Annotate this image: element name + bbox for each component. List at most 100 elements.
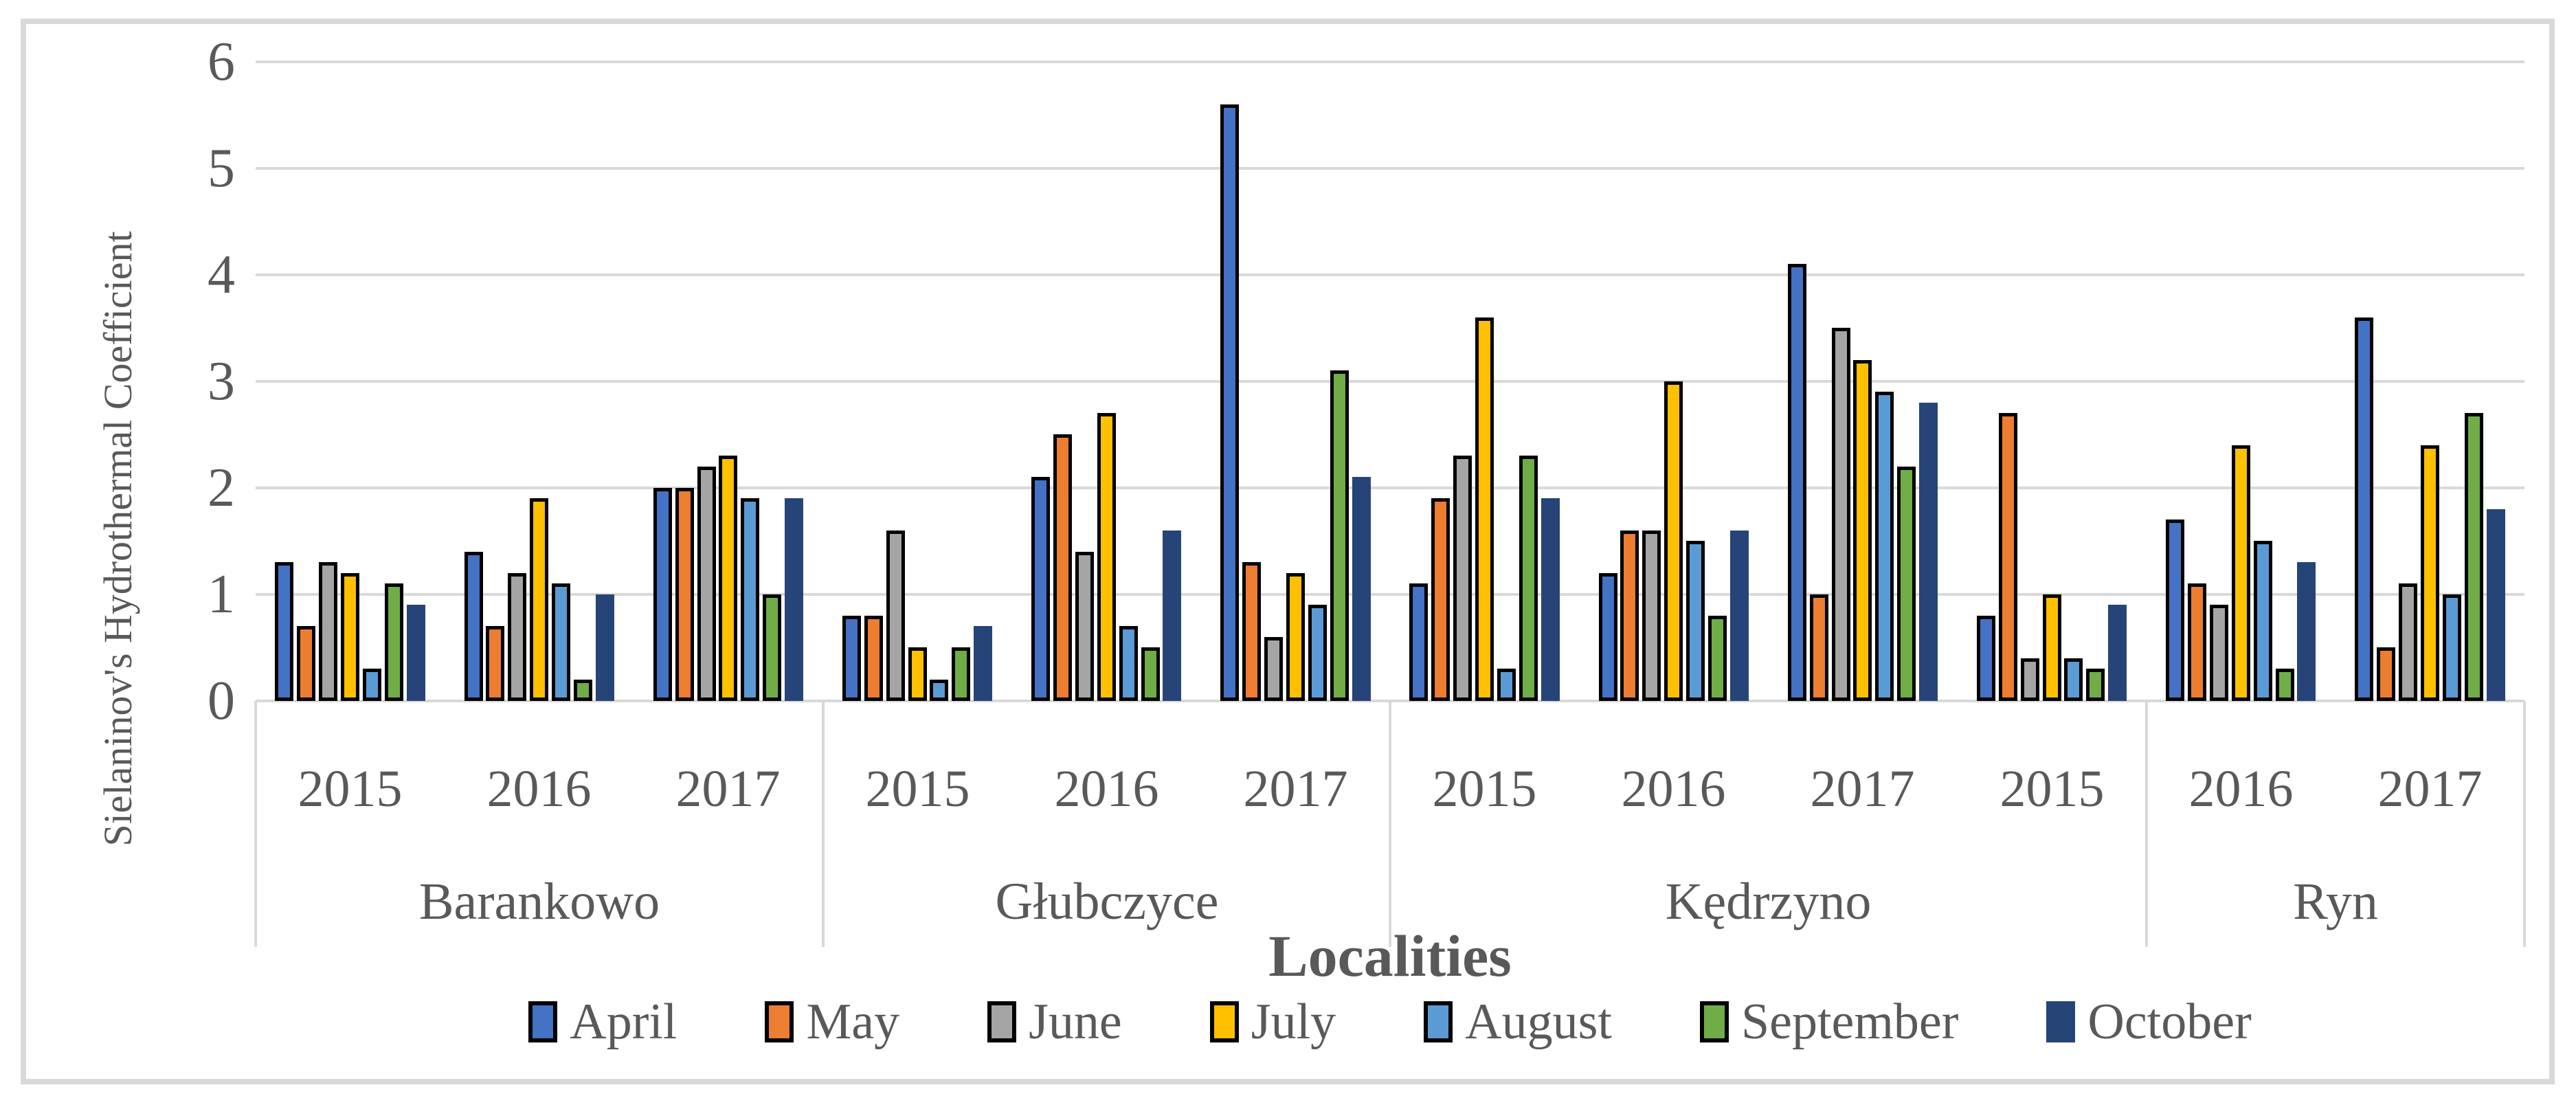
bar-june-group10 [2021,658,2039,701]
bar-october-group12 [2487,509,2505,701]
bar-june-group8 [1642,531,1661,701]
bar-june-group9 [1832,328,1850,701]
year-label-kędrzyno-2015-g10: 2015 [2000,760,2105,818]
y-tick-label-6: 6 [208,32,235,92]
bar-july-group9 [1853,360,1872,701]
gridline-y-3 [256,380,2524,383]
bar-april-group1 [275,562,293,701]
gridline-y-5 [256,167,2524,170]
category-divider-4 [2523,701,2526,947]
legend-label-june: June [1029,994,1122,1050]
bar-september-group11 [2276,669,2294,701]
bar-may-group4 [864,616,883,701]
x-axis-title: Localities [1268,923,1512,989]
bar-september-group6 [1330,370,1349,701]
bar-june-group3 [697,467,716,701]
bar-september-group1 [385,583,403,701]
bar-september-group12 [2465,413,2483,701]
bar-june-group1 [319,562,337,701]
legend-item-april: April [528,995,677,1049]
bar-april-group9 [1788,264,1806,701]
bar-october-group3 [785,498,803,701]
bar-june-group7 [1453,456,1472,701]
bar-june-group6 [1264,637,1283,701]
bar-may-group3 [675,488,694,701]
category-divider-0 [254,701,257,947]
bar-may-group5 [1053,434,1072,701]
bar-july-group12 [2421,445,2439,701]
bar-august-group6 [1308,605,1327,701]
bar-october-group2 [596,594,614,701]
bar-april-group5 [1031,477,1050,701]
category-divider-3 [2145,701,2148,947]
bar-april-group6 [1220,104,1239,701]
legend-label-july: July [1251,994,1336,1050]
bar-august-group7 [1497,669,1516,701]
year-label-głubczyce-2015-g4: 2015 [865,760,970,818]
bar-april-group4 [842,616,861,701]
bar-april-group11 [2166,520,2184,701]
legend-label-august: August [1465,994,1612,1050]
figure-border-frame [21,19,2555,1084]
y-tick-label-3: 3 [208,351,235,412]
bar-may-group12 [2377,647,2395,701]
bar-july-group6 [1286,573,1305,701]
legend-item-june: June [987,995,1122,1049]
legend-label-october: October [2087,994,2252,1050]
year-label-głubczyce-2017-g6: 2017 [1243,760,1348,818]
bar-july-group7 [1475,317,1494,701]
bar-october-group7 [1541,498,1560,701]
bar-september-group2 [574,680,592,701]
bar-september-group7 [1519,456,1538,701]
bar-june-group11 [2210,605,2228,701]
legend-swatch-june [987,1001,1017,1042]
y-tick-label-4: 4 [208,245,235,305]
year-label-kędrzyno-2016-g8: 2016 [1621,760,1726,818]
year-label-barankowo-2016-g2: 2016 [486,760,592,818]
bar-october-group1 [407,605,425,701]
bar-september-group5 [1141,647,1160,701]
legend-label-april: April [570,994,677,1050]
gridline-y-1 [256,593,2524,596]
bar-may-group10 [1999,413,2017,701]
y-tick-label-1: 1 [208,564,235,625]
bar-august-group4 [930,680,948,701]
bar-october-group6 [1352,477,1371,701]
bar-may-group8 [1620,531,1639,701]
y-tick-label-0: 0 [208,671,235,731]
bar-july-group11 [2232,445,2250,701]
legend-item-may: May [765,995,899,1049]
bar-august-group11 [2254,541,2272,701]
gridline-y-6 [256,60,2524,63]
bar-april-group10 [1977,616,1995,701]
category-divider-1 [822,701,825,947]
bar-june-group12 [2399,583,2417,701]
bar-may-group6 [1242,562,1261,701]
bar-september-group9 [1897,467,1916,701]
bar-october-group10 [2108,605,2127,701]
bar-august-group10 [2064,658,2083,701]
bar-july-group1 [341,573,359,701]
bar-september-group8 [1708,616,1727,701]
bar-september-group10 [2086,669,2105,701]
legend-label-september: September [1740,994,1959,1050]
bar-august-group3 [741,498,759,701]
bar-april-group3 [653,488,672,701]
bar-may-group9 [1810,594,1828,701]
legend-swatch-october [2046,1001,2076,1042]
bar-august-group9 [1875,392,1894,701]
bar-june-group2 [508,573,526,701]
legend-item-september: September [1699,994,1959,1050]
locality-label-głubczyce: Głubczyce [995,873,1219,930]
bar-october-group9 [1919,403,1938,701]
bar-october-group4 [974,626,992,701]
bar-july-group5 [1097,413,1116,701]
legend-item-july: July [1209,994,1336,1050]
bar-september-group3 [763,594,781,701]
bar-july-group10 [2043,594,2061,701]
year-label-ryn-2016-g11: 2016 [2188,760,2294,818]
gridline-y-4 [256,274,2524,276]
bar-april-group8 [1599,573,1617,701]
bar-may-group7 [1431,498,1450,701]
